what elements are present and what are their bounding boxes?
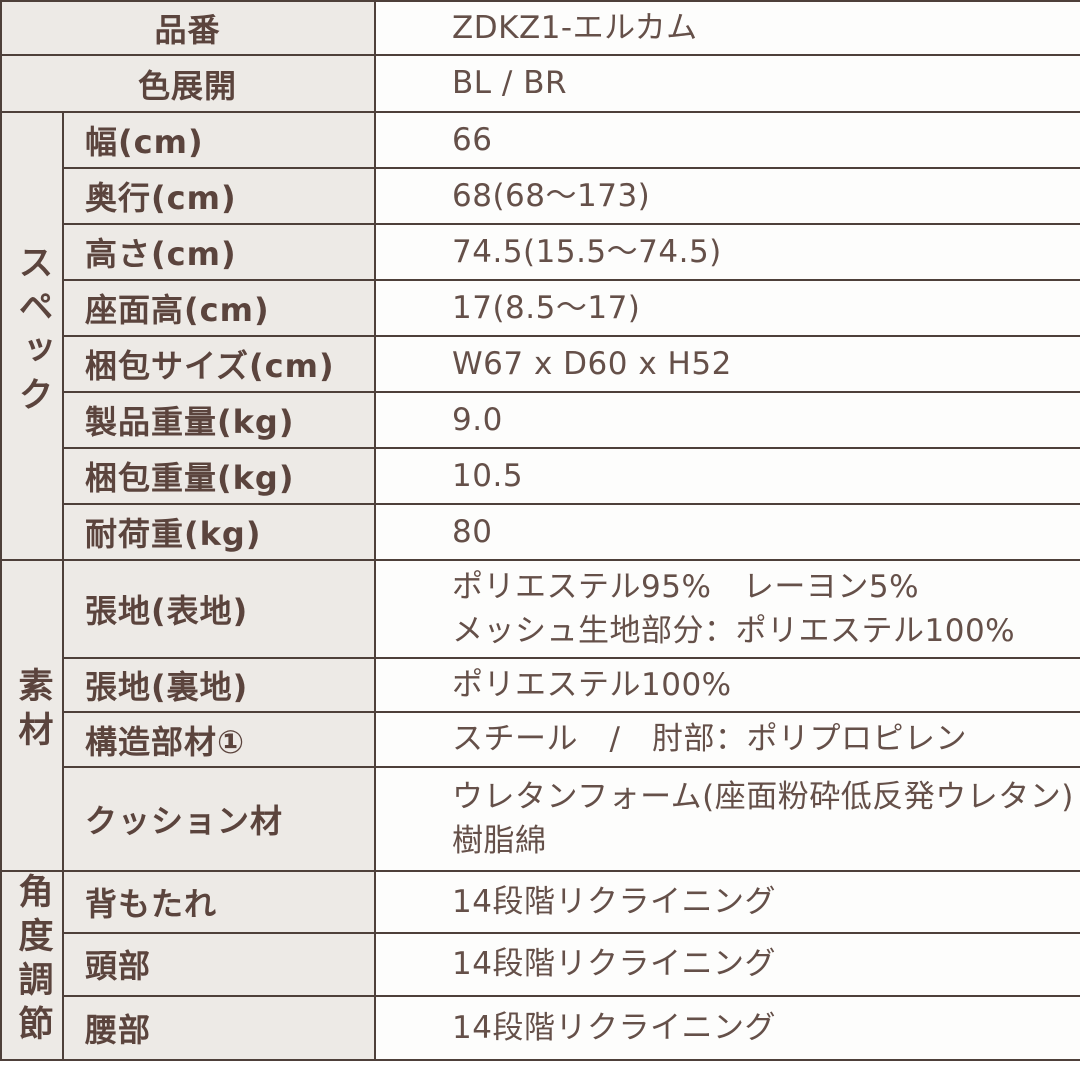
part-number-value: ZDKZ1-エルカム — [374, 0, 1080, 56]
width-label: 幅(cm) — [61, 111, 377, 169]
group-material: 素材 — [0, 559, 64, 872]
upholstery-front-value: ポリエステル95% レーヨン5% メッシュ生地部分：ポリエステル100% — [374, 559, 1080, 659]
group-material-label: 素材 — [12, 667, 53, 755]
table-row: 角度調節 背もたれ 14段階リクライニング — [0, 870, 1080, 1061]
height-value: 74.5(15.5〜74.5) — [374, 223, 1080, 281]
head-label: 頭部 — [61, 931, 377, 997]
color-variants-label: 色展開 — [0, 54, 377, 113]
table-row: 頭部 14段階リクライニング — [1, 931, 1080, 997]
table-row: クッション材 ウレタンフォーム(座面粉砕低反発ウレタン) 樹脂綿 — [1, 766, 1080, 872]
package-size-label: 梱包サイズ(cm) — [61, 335, 377, 393]
upholstery-back-label: 張地(裏地) — [61, 657, 377, 713]
depth-label: 奥行(cm) — [61, 167, 377, 225]
table-row: 素材 張地(表地) ポリエステル95% レーヨン5% メッシュ生地部分：ポリエス… — [0, 559, 1080, 872]
table-row: 構造部材① スチール / 肘部：ポリプロピレン — [1, 711, 1080, 768]
height-label: 高さ(cm) — [61, 223, 377, 281]
backrest-value: 14段階リクライニング — [374, 870, 1080, 934]
cushion-material-value: ウレタンフォーム(座面粉砕低反発ウレタン) 樹脂綿 — [374, 766, 1080, 872]
table-row: スペック 幅(cm) 66 — [0, 111, 1080, 561]
table-row: 高さ(cm) 74.5(15.5〜74.5) — [1, 223, 1080, 281]
table-row: 製品重量(kg) 9.0 — [1, 391, 1080, 449]
frame-material-value: スチール / 肘部：ポリプロピレン — [374, 711, 1080, 768]
table-row: 奥行(cm) 68(68〜173) — [1, 167, 1080, 225]
load-capacity-value: 80 — [374, 503, 1080, 561]
table-row: 梱包重量(kg) 10.5 — [1, 447, 1080, 505]
waist-value: 14段階リクライニング — [374, 994, 1080, 1062]
depth-value: 68(68〜173) — [374, 167, 1080, 225]
package-weight-label: 梱包重量(kg) — [61, 447, 377, 505]
cushion-material-label: クッション材 — [61, 766, 377, 872]
upholstery-front-label: 張地(表地) — [61, 559, 377, 659]
package-weight-value: 10.5 — [374, 447, 1080, 505]
table-row: 腰部 14段階リクライニング — [1, 994, 1080, 1062]
color-variants-value: BL / BR — [374, 54, 1080, 113]
group-angle-adjust-label: 角度調節 — [12, 873, 53, 1049]
table-row: 座面高(cm) 17(8.5〜17) — [1, 279, 1080, 337]
backrest-label: 背もたれ — [61, 870, 377, 934]
seat-height-value: 17(8.5〜17) — [374, 279, 1080, 337]
width-value: 66 — [374, 111, 1080, 169]
group-spec: スペック — [0, 111, 64, 561]
product-weight-value: 9.0 — [374, 391, 1080, 449]
waist-label: 腰部 — [61, 994, 377, 1062]
head-value: 14段階リクライニング — [374, 931, 1080, 997]
table-row: 梱包サイズ(cm) W67 x D60 x H52 — [1, 335, 1080, 393]
table-row: 色展開 BL / BR — [0, 54, 1080, 113]
part-number-label: 品番 — [0, 0, 377, 56]
upholstery-back-value: ポリエステル100% — [374, 657, 1080, 713]
group-angle-adjust: 角度調節 — [0, 870, 64, 1061]
seat-height-label: 座面高(cm) — [61, 279, 377, 337]
load-capacity-label: 耐荷重(kg) — [61, 503, 377, 561]
group-spec-label: スペック — [12, 243, 53, 420]
table-row: 張地(裏地) ポリエステル100% — [1, 657, 1080, 713]
product-weight-label: 製品重量(kg) — [61, 391, 377, 449]
table-row: 品番 ZDKZ1-エルカム — [0, 0, 1080, 56]
table-row: 耐荷重(kg) 80 — [1, 503, 1080, 561]
frame-material-label: 構造部材① — [61, 711, 377, 768]
package-size-value: W67 x D60 x H52 — [374, 335, 1080, 393]
